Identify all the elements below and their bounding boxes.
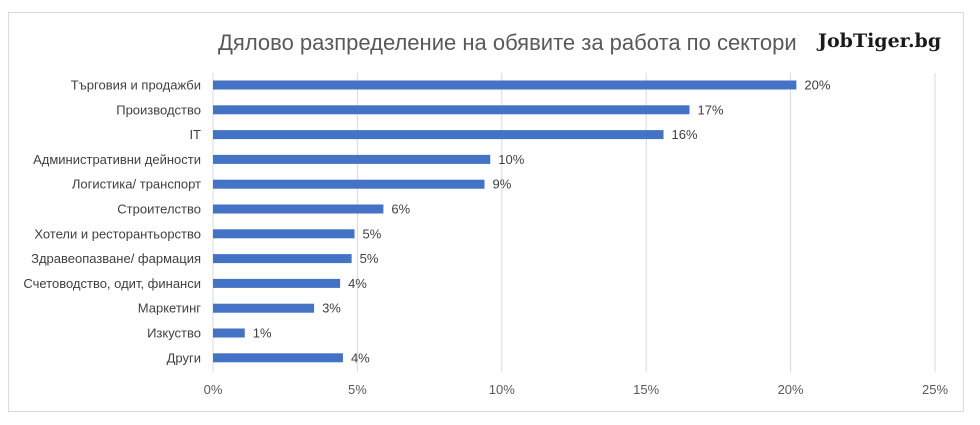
category-label: Други	[167, 350, 201, 365]
data-label: 4%	[351, 350, 370, 365]
category-label: Хотели и ресторантьорство	[34, 226, 201, 241]
category-label: Здравеопазване/ фармация	[31, 251, 201, 266]
bar	[213, 328, 245, 338]
chart-frame	[8, 12, 964, 412]
category-label: Логистика/ транспорт	[72, 177, 201, 192]
brand-logo: JobTiger.bg	[818, 30, 942, 52]
category-label: Маркетинг	[138, 301, 201, 316]
data-label: 4%	[348, 276, 367, 291]
x-tick-label: 5%	[348, 382, 367, 397]
bar	[213, 303, 315, 313]
data-label: 6%	[391, 202, 410, 217]
category-label: Търговия и продажби	[71, 78, 201, 93]
bar	[213, 105, 690, 115]
data-label: 5%	[360, 251, 379, 266]
data-label: 17%	[698, 102, 724, 117]
chart-title: Дялово разпределение на обявите за работ…	[218, 30, 797, 55]
bar	[213, 353, 343, 363]
x-tick-label: 25%	[922, 382, 948, 397]
bar	[213, 278, 341, 288]
bar	[213, 130, 664, 140]
data-label: 16%	[672, 127, 698, 142]
bar	[213, 80, 797, 90]
bar	[213, 229, 355, 239]
x-tick-label: 10%	[489, 382, 515, 397]
category-label: IT	[189, 127, 201, 142]
data-label: 20%	[804, 78, 830, 93]
data-label: 1%	[253, 326, 272, 341]
category-label: Строителство	[117, 202, 201, 217]
data-label: 10%	[498, 152, 524, 167]
category-label: Производство	[116, 102, 201, 117]
data-label: 3%	[322, 301, 341, 316]
bar	[213, 254, 352, 264]
category-label: Административни дейности	[33, 152, 201, 167]
x-tick-label: 15%	[633, 382, 659, 397]
data-label: 9%	[492, 177, 511, 192]
bar	[213, 179, 485, 189]
data-label: 5%	[363, 226, 382, 241]
x-tick-label: 0%	[204, 382, 223, 397]
category-label: Изкуство	[147, 326, 201, 341]
x-tick-label: 20%	[778, 382, 804, 397]
bar	[213, 204, 384, 214]
bar	[213, 154, 491, 164]
category-label: Счетоводство, одит, финанси	[23, 276, 201, 291]
